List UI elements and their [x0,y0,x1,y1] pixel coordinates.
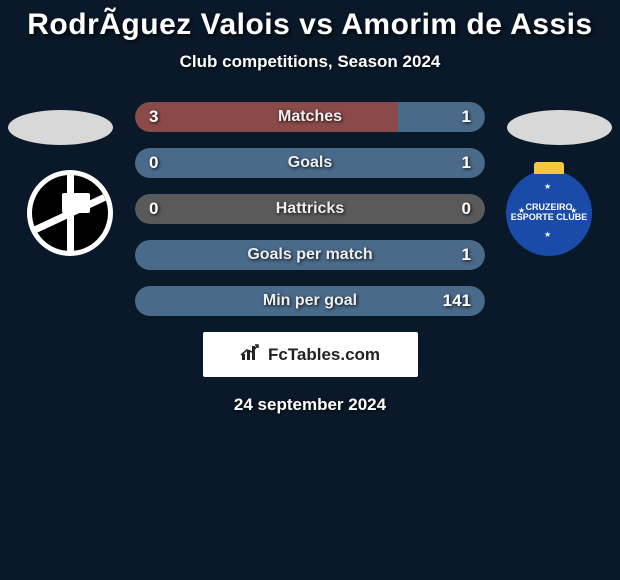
club-logo-right: ★ ★ ★ ★ CRUZEIRO ESPORTE CLUBE [506,170,592,256]
date-text: 24 september 2024 [0,395,620,415]
stars-icon: ★ ★ ★ ★ [506,170,592,256]
main-area: ★ ★ ★ ★ CRUZEIRO ESPORTE CLUBE 31Matches… [0,102,620,316]
subtitle: Club competitions, Season 2024 [0,52,620,72]
vasco-logo-icon [32,175,108,251]
stat-row: 1Goals per match [135,240,485,270]
stat-row: 31Matches [135,102,485,132]
club-logo-left [27,170,113,256]
stat-row: 01Goals [135,148,485,178]
page-title: RodrÃ­guez Valois vs Amorim de Assis [0,8,620,42]
chart-icon [240,342,262,367]
stat-row: 00Hattricks [135,194,485,224]
comparison-card: RodrÃ­guez Valois vs Amorim de Assis Clu… [0,0,620,415]
stat-label: Goals [135,154,485,172]
stat-label: Min per goal [135,292,485,310]
brand-text: FcTables.com [268,345,380,365]
stat-label: Goals per match [135,246,485,264]
brand-box: FcTables.com [203,332,418,377]
stat-row: 141Min per goal [135,286,485,316]
stat-rows: 31Matches 01Goals 00Hattricks 1Goals per ma… [135,102,485,316]
stat-label: Hattricks [135,200,485,218]
player-left-photo [8,110,113,145]
player-right-photo [507,110,612,145]
stat-label: Matches [135,108,485,126]
